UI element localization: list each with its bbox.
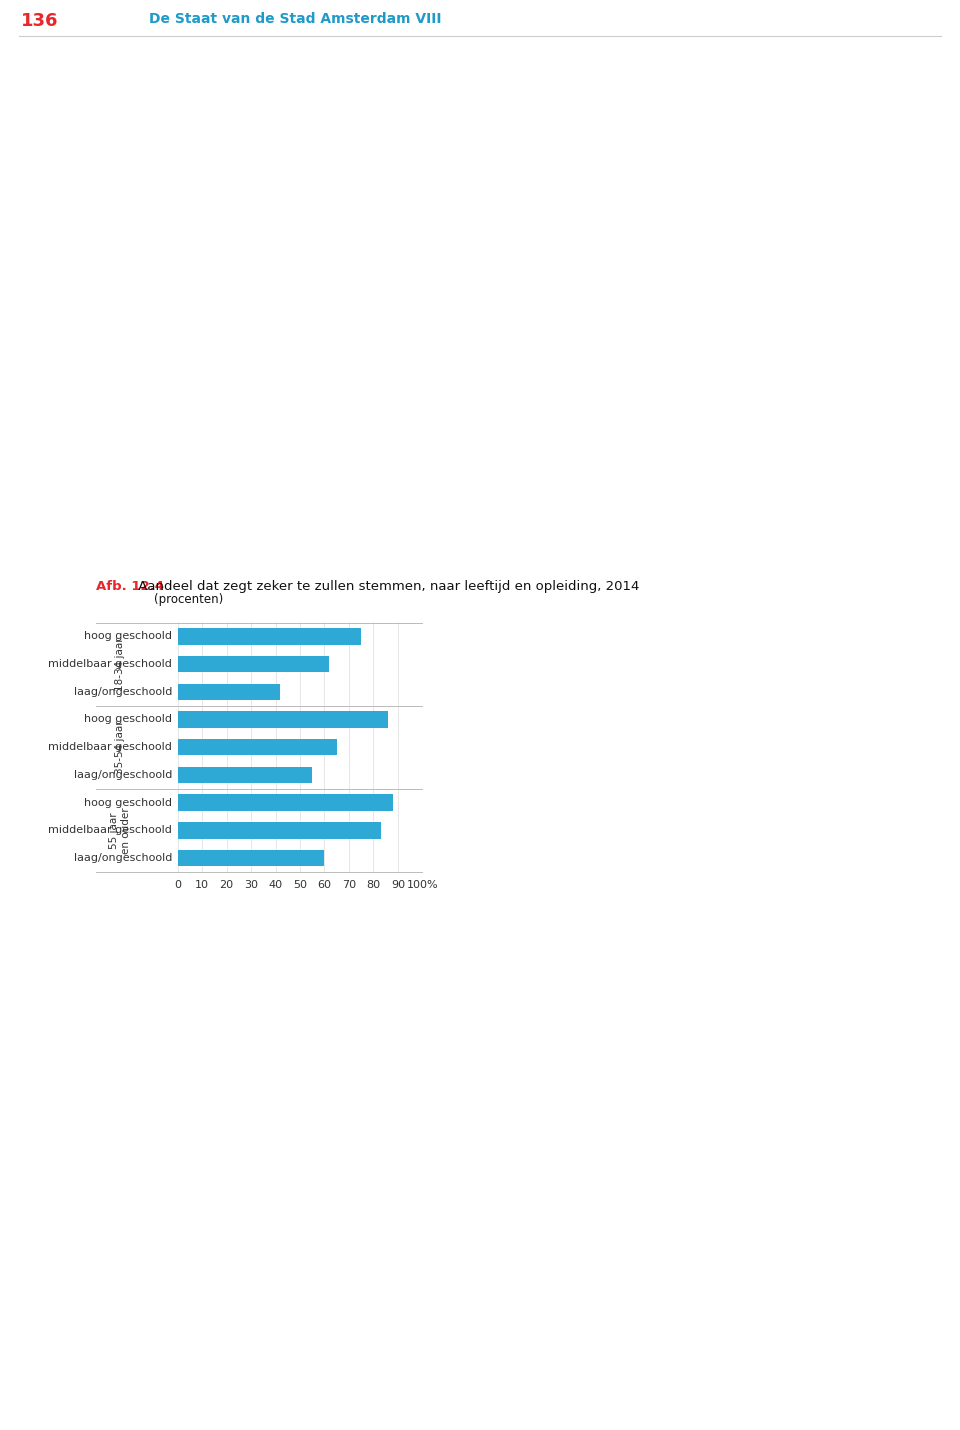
Bar: [178, 849, 324, 867]
Text: 35-54 jaar: 35-54 jaar: [115, 721, 125, 774]
Text: hoog geschoold: hoog geschoold: [84, 715, 172, 725]
Bar: [178, 739, 337, 755]
Text: 18-34 jaar: 18-34 jaar: [115, 638, 125, 691]
Bar: [178, 684, 280, 701]
Bar: [178, 766, 312, 784]
Text: hoog geschoold: hoog geschoold: [84, 632, 172, 642]
Text: Aandeel dat zegt zeker te zullen stemmen, naar leeftijd en opleiding, 2014: Aandeel dat zegt zeker te zullen stemmen…: [134, 581, 639, 593]
Bar: [178, 656, 329, 672]
Bar: [178, 628, 361, 645]
Text: laag/ongeschoold: laag/ongeschoold: [74, 852, 172, 862]
Text: Afb. 12.4: Afb. 12.4: [96, 581, 164, 593]
Text: middelbaar geschoold: middelbaar geschoold: [48, 742, 172, 752]
Text: middelbaar geschoold: middelbaar geschoold: [48, 825, 172, 835]
Text: hoog geschoold: hoog geschoold: [84, 798, 172, 808]
Bar: [178, 794, 393, 811]
Text: 55 jaar
en ouder: 55 jaar en ouder: [109, 807, 131, 854]
Bar: [178, 711, 388, 728]
Text: 136: 136: [21, 11, 59, 30]
Bar: [178, 822, 381, 838]
Text: (procenten): (procenten): [154, 593, 223, 606]
Text: laag/ongeschoold: laag/ongeschoold: [74, 769, 172, 779]
Text: middelbaar geschoold: middelbaar geschoold: [48, 659, 172, 669]
Text: laag/ongeschoold: laag/ongeschoold: [74, 686, 172, 696]
Text: De Staat van de Stad Amsterdam VIII: De Staat van de Stad Amsterdam VIII: [149, 11, 442, 26]
